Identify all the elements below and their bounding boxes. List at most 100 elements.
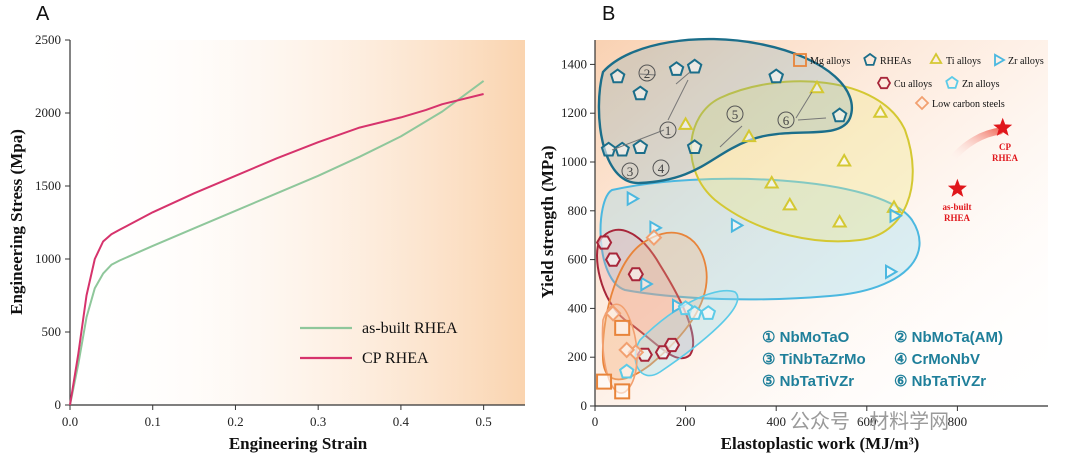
alloy-regions — [596, 37, 921, 394]
numbered-markers: 1 2 3 4 5 6 — [611, 64, 827, 180]
region-rheas — [597, 37, 853, 185]
legend-as-built-rhea: as-built RHEA — [362, 320, 458, 337]
point-rheas — [768, 68, 785, 84]
legend-label-zr-alloys: Zr alloys — [1008, 56, 1044, 67]
x-tick-label: 0 — [592, 414, 599, 429]
y-tick-label: 1000 — [561, 154, 587, 169]
point-low-carbon-steels — [645, 229, 663, 247]
alloy-key-6: ⑥ NbTaTiVZr — [894, 373, 986, 390]
x-tick-label: 0.1 — [145, 414, 161, 429]
legend-marker-cu-alloys — [876, 76, 892, 90]
point-ti-alloys — [872, 104, 889, 118]
x-tick-label: 0.5 — [476, 414, 492, 429]
x-tick-label: 0.0 — [62, 414, 78, 429]
legend-marker-zn-alloys — [945, 75, 959, 89]
point-rheas — [831, 107, 848, 123]
x-tick-label: 400 — [766, 414, 786, 429]
legend-label-rheas: RHEAs — [880, 56, 911, 67]
star-as-built-rhea — [947, 178, 967, 197]
alloy-key: ① NbMoTaO ② NbMoTa(AM) ③ TiNbTaZrMo ④ Cr… — [762, 329, 1003, 390]
svg-text:4: 4 — [658, 161, 665, 176]
panel-a-background — [70, 40, 525, 405]
point-zr-alloys — [626, 190, 641, 207]
point-cu-alloys — [604, 252, 622, 267]
point-cu-alloys — [627, 267, 644, 282]
panel-a-lines — [69, 80, 485, 406]
point-ti-alloys — [831, 213, 848, 228]
region-zr-alloys — [599, 177, 921, 301]
leader-line-5 — [719, 125, 743, 148]
point-zr-alloys — [889, 207, 904, 224]
point-ti-alloys — [677, 116, 694, 130]
legend-marker-rheas — [863, 52, 877, 66]
point-low-carbon-steels — [604, 304, 622, 322]
x-tick-label: 0.2 — [227, 414, 243, 429]
y-tick-label: 400 — [568, 300, 588, 315]
panel-a-xlabel: Engineering Strain — [229, 434, 368, 453]
legend-marker-ti-alloys — [929, 52, 943, 64]
legend-cp-rhea: CP RHEA — [362, 350, 429, 367]
point-ti-alloys — [741, 128, 757, 143]
alloy-key-1: ① NbMoTaO — [762, 329, 850, 346]
point-rheas — [632, 85, 649, 101]
point-zr-alloys — [730, 217, 745, 234]
point-rheas — [632, 139, 649, 154]
point-cu-alloys — [595, 235, 613, 250]
legend-marker-zr-alloys — [994, 53, 1006, 67]
panel-b-ticks: 0 200 400 600 800 0 200 400 600 800 1000 1200 1400 — [561, 56, 967, 429]
y-tick-label: 0 — [55, 397, 62, 412]
point-rheas — [686, 139, 703, 154]
point-ti-alloys — [763, 174, 780, 189]
point-zn-alloys — [686, 305, 703, 320]
legend-label-ti-alloys: Ti alloys — [946, 56, 981, 67]
x-tick-label: 200 — [676, 414, 696, 429]
improvement-arrow — [946, 127, 1004, 166]
svg-text:2: 2 — [644, 66, 651, 81]
panel-b: B 0 200 400 600 800 0 200 400 600 800 1000 1200 1400 — [538, 3, 1048, 453]
point-zr-alloys — [885, 263, 899, 280]
panel-a-legend: as-built RHEA CP RHEA — [300, 320, 458, 367]
leader-line-6b — [797, 117, 827, 121]
y-tick-label: 600 — [568, 252, 588, 267]
point-low-carbon-steels — [618, 341, 636, 359]
leader-line-6 — [795, 91, 813, 119]
circle-marker-4: 4 — [652, 159, 670, 177]
point-ti-alloys — [781, 196, 798, 211]
x-tick-label: 0.4 — [393, 414, 410, 429]
watermark-text: 公众号 · 材料学网 — [790, 409, 949, 433]
svg-text:5: 5 — [732, 107, 739, 122]
panel-b-xlabel: Elastoplastic work (MJ/m³) — [721, 434, 920, 453]
y-tick-label: 1000 — [35, 251, 61, 266]
point-zn-alloys — [618, 363, 635, 379]
legend-marker-low-carbon-steels — [914, 95, 930, 111]
point-rheas — [686, 58, 703, 74]
y-tick-label: 1200 — [561, 105, 587, 120]
point-zn-alloys — [700, 305, 717, 320]
x-tick-label: 0.3 — [310, 414, 326, 429]
y-tick-label: 1500 — [35, 178, 61, 193]
point-rheas — [668, 61, 685, 76]
panel-a-ticks: 0.0 0.1 0.2 0.3 0.4 0.5 0 500 1000 1500 2000 2500 — [35, 32, 492, 429]
point-mg-alloys — [596, 373, 613, 390]
point-mg-alloys — [614, 319, 631, 336]
point-ti-alloys — [809, 79, 825, 94]
panel-b-points — [595, 58, 904, 400]
svg-text:1: 1 — [665, 123, 672, 138]
legend-label-cu-alloys: Cu alloys — [894, 79, 932, 90]
circle-marker-1: 1 — [659, 121, 677, 139]
as-built-label-line2: RHEA — [944, 213, 971, 223]
point-cu-alloys — [663, 337, 681, 353]
leader-line-1b — [611, 129, 665, 151]
y-tick-label: 500 — [42, 324, 62, 339]
legend-marker-mg-alloys — [793, 53, 807, 67]
point-rheas — [609, 68, 626, 84]
panel-a-label: A — [36, 3, 50, 25]
y-tick-label: 200 — [568, 349, 588, 364]
panel-a: A 0.0 0.1 0.2 0.3 0.4 0.5 0 500 1000 1500 2000 2500… — [7, 3, 525, 453]
panel-a-axes — [69, 40, 525, 406]
svg-text:6: 6 — [783, 113, 790, 128]
cp-rhea-label-line2: RHEA — [992, 153, 1019, 163]
leader-line-2b — [639, 73, 657, 76]
svg-text:3: 3 — [627, 164, 634, 179]
